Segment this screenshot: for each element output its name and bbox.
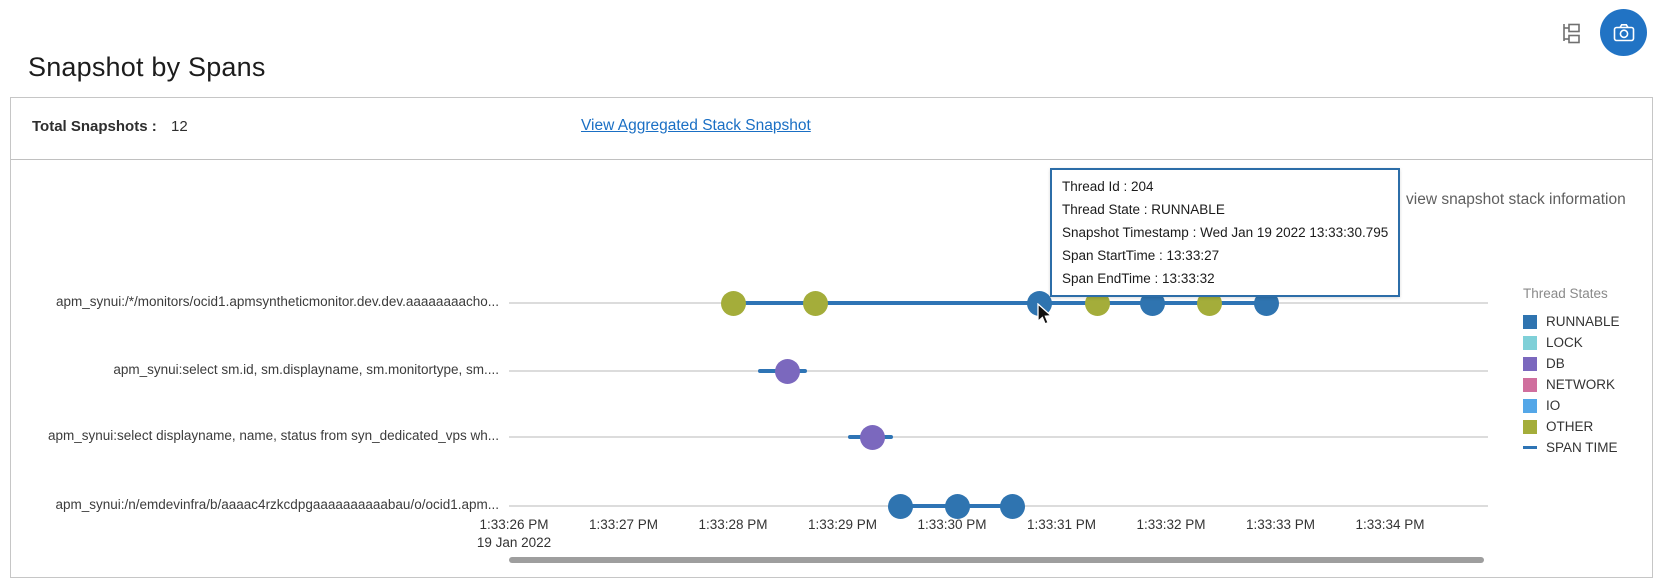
x-axis-tick-label: 1:33:31 PM [1026,517,1097,532]
tooltip-thread-id: Thread Id : 204 [1062,179,1154,194]
legend-label: SPAN TIME [1546,440,1618,455]
x-axis-tick-label: 1:33:27 PM [588,517,659,532]
span-row-label: apm_synui:/*/monitors/ocid1.apmsynthetic… [55,294,499,309]
span-row-label: apm_synui:select displayname, name, stat… [48,428,499,443]
row-baseline [509,370,1488,372]
tooltip-snapshot-timestamp: Snapshot Timestamp : Wed Jan 19 2022 13:… [1062,225,1389,240]
x-axis-tick-label: 1:33:29 PM [807,517,878,532]
legend-item-lock: LOCK [1523,332,1648,353]
tooltip-thread-state: Thread State : RUNNABLE [1062,202,1225,217]
legend-label: RUNNABLE [1546,314,1620,329]
mouse-cursor-icon [1037,303,1053,325]
snapshot-dot[interactable] [775,358,801,384]
tooltip-span-endtime: Span EndTime : 13:33:32 [1062,271,1215,286]
x-axis-tick-label: 1:33:26 PM [479,517,549,532]
snapshot-dot[interactable] [802,290,828,316]
page-title: Snapshot by Spans [28,52,266,82]
camera-icon[interactable] [1600,9,1647,56]
legend-swatch [1523,377,1537,392]
legend-item-io: IO [1523,395,1648,416]
snapshot-hint-text: view snapshot stack information [1406,191,1626,208]
snapshot-dot[interactable] [888,493,914,519]
legend-label: DB [1546,356,1565,371]
snapshot-dot[interactable] [999,493,1025,519]
snapshot-dot[interactable] [720,290,746,316]
legend-swatch [1523,398,1537,413]
legend-swatch [1523,419,1537,434]
hierarchy-icon[interactable] [1557,20,1585,48]
snapshot-timeline-chart: Thread Id : 204 Thread State : RUNNABLE … [11,161,1652,577]
row-baseline [509,436,1488,438]
legend-label: NETWORK [1546,377,1615,392]
legend-item-db: DB [1523,353,1648,374]
x-axis-tick-label: 1:33:30 PM [917,517,987,532]
legend-title: Thread States [1523,286,1608,301]
snapshot-dot[interactable] [944,493,970,519]
snapshot-panel: Total Snapshots : 12 View Aggregated Sta… [10,97,1653,578]
thread-states-legend: Thread States RUNNABLE LOCK DB NETWORK IO OTH… [1523,286,1648,458]
legend-item-network: NETWORK [1523,374,1648,395]
x-axis-tick-label: 1:33:33 PM [1245,517,1316,532]
legend-item-other: OTHER [1523,416,1648,437]
legend-swatch [1523,335,1537,350]
total-snapshots-value: 12 [171,118,188,135]
snapshot-dot[interactable] [859,424,885,450]
tooltip-span-starttime: Span StartTime : 13:33:27 [1062,248,1220,263]
legend-item-span-time: SPAN TIME [1523,437,1648,458]
x-axis-date-label: 19 Jan 2022 [476,535,552,550]
span-row-label: apm_synui:select sm.id, sm.displayname, … [113,362,499,377]
legend-label: OTHER [1546,419,1594,434]
legend-swatch [1523,446,1537,449]
span-time-line [733,301,1267,305]
x-axis-tick-label: 1:33:28 PM [698,517,768,532]
legend-label: IO [1546,398,1561,413]
x-axis-tick-label: 1:33:34 PM [1355,517,1425,532]
span-row-label: apm_synui:/n/emdevinfra/b/aaaac4rzkcdpga… [55,497,499,512]
panel-header: Total Snapshots : 12 View Aggregated Sta… [11,98,1652,160]
legend-label: LOCK [1546,335,1583,350]
horizontal-scrollbar[interactable] [509,557,1484,563]
legend-swatch [1523,356,1537,371]
legend-swatch [1523,314,1537,329]
snapshot-tooltip: Thread Id : 204 Thread State : RUNNABLE … [1050,168,1400,297]
x-axis-tick-label: 1:33:32 PM [1136,517,1206,532]
view-aggregated-stack-snapshot-link[interactable]: View Aggregated Stack Snapshot [581,117,811,134]
legend-item-runnable: RUNNABLE [1523,311,1648,332]
total-snapshots-label: Total Snapshots : [32,118,157,135]
